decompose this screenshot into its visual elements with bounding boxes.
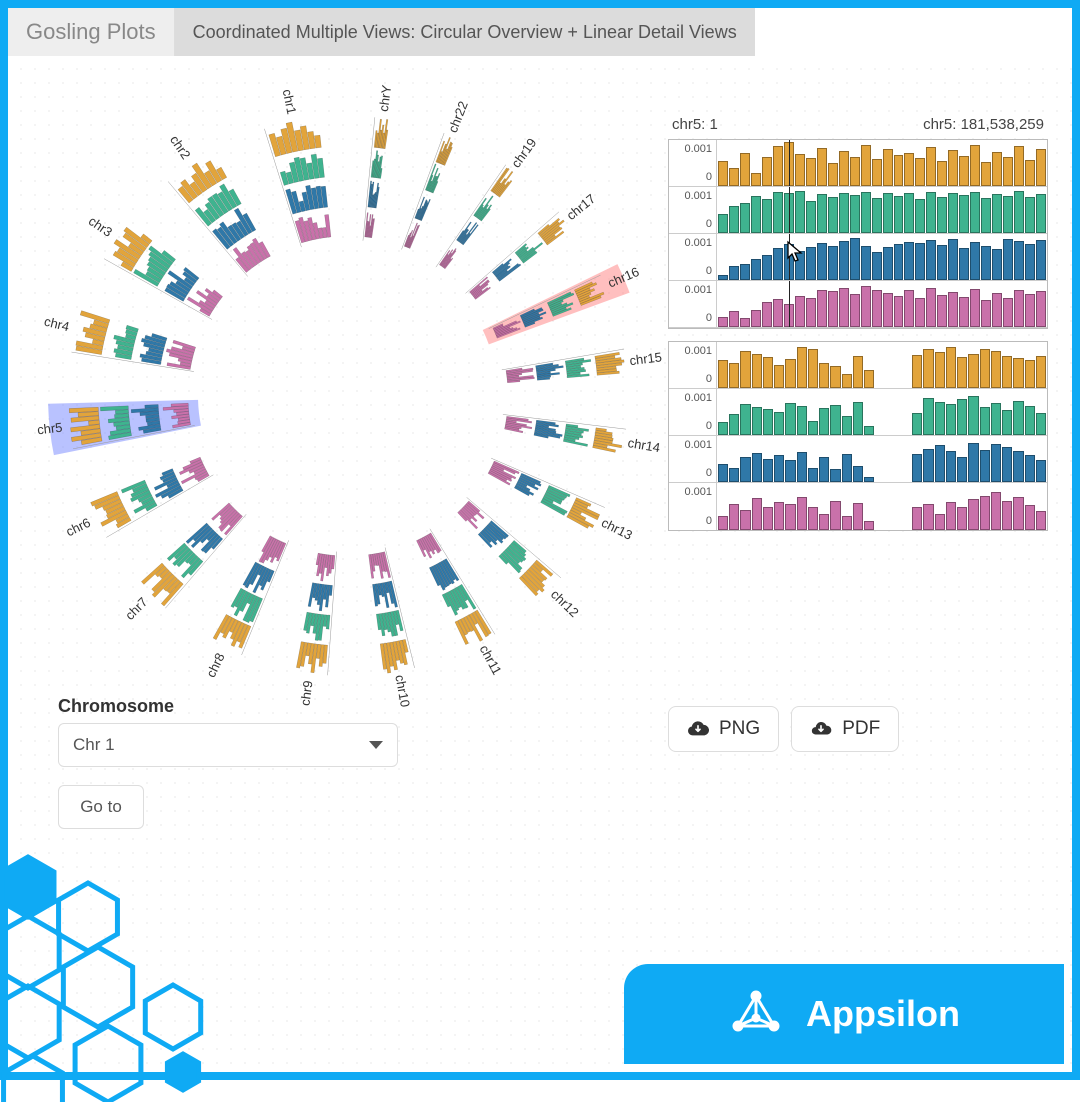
svg-text:chr8: chr8 (203, 650, 228, 679)
export-buttons: PNG PDF (668, 706, 899, 752)
chromosome-select-value: Chr 1 (73, 735, 115, 755)
svg-text:chr4: chr4 (43, 314, 71, 335)
appsilon-logo-icon (728, 986, 784, 1042)
circular-overview[interactable]: chrYchr22chr19chr17chr16chr15chr14chr13c… (68, 116, 628, 676)
svg-text:chr3: chr3 (86, 213, 115, 240)
chevron-down-icon (369, 741, 383, 749)
svg-text:chr5: chr5 (36, 420, 63, 438)
chromosome-select[interactable]: Chr 1 (58, 723, 398, 767)
linear-detail-views: chr5: 1 chr5: 181,538,259 0.00100.00100.… (668, 116, 1048, 543)
cloud-download-icon (687, 718, 709, 740)
svg-text:chr14: chr14 (627, 435, 662, 455)
cloud-download-icon (810, 718, 832, 740)
svg-text:chrY: chrY (376, 84, 394, 113)
brand-tab: Appsilon (624, 964, 1064, 1064)
controls: Chromosome Chr 1 Go to (58, 696, 418, 829)
svg-text:chr1: chr1 (280, 88, 300, 116)
svg-text:chr7: chr7 (122, 594, 150, 623)
svg-text:chr2: chr2 (167, 133, 194, 162)
svg-text:chr19: chr19 (508, 135, 539, 170)
chromosome-label: Chromosome (58, 696, 418, 717)
svg-text:chr11: chr11 (477, 642, 505, 677)
export-png-label: PNG (719, 718, 760, 740)
detail-range-start: chr5: 1 (672, 116, 718, 133)
go-to-button[interactable]: Go to (58, 785, 144, 829)
detail-panel-1[interactable]: 0.00100.00100.00100.0010 (668, 139, 1048, 329)
hexagon-decoration (0, 842, 308, 1102)
svg-text:chr6: chr6 (63, 515, 92, 540)
tab-bar: Gosling Plots Coordinated Multiple Views… (8, 8, 1072, 56)
export-pdf-button[interactable]: PDF (791, 706, 899, 752)
svg-text:chr13: chr13 (599, 515, 635, 543)
svg-text:chr22: chr22 (445, 99, 471, 135)
export-pdf-label: PDF (842, 718, 880, 740)
detail-range-end: chr5: 181,538,259 (923, 116, 1044, 133)
tab-coordinated-views[interactable]: Coordinated Multiple Views: Circular Ove… (175, 8, 755, 56)
plot-canvas: chrYchr22chr19chr17chr16chr15chr14chr13c… (8, 56, 1072, 1072)
svg-text:chr15: chr15 (629, 349, 663, 368)
export-png-button[interactable]: PNG (668, 706, 779, 752)
detail-panel-2[interactable]: 0.00100.00100.00100.0010 (668, 341, 1048, 531)
svg-text:chr12: chr12 (548, 587, 582, 620)
tab-gosling-plots[interactable]: Gosling Plots (8, 8, 175, 56)
svg-text:chr17: chr17 (564, 191, 599, 223)
brand-name: Appsilon (806, 993, 960, 1035)
